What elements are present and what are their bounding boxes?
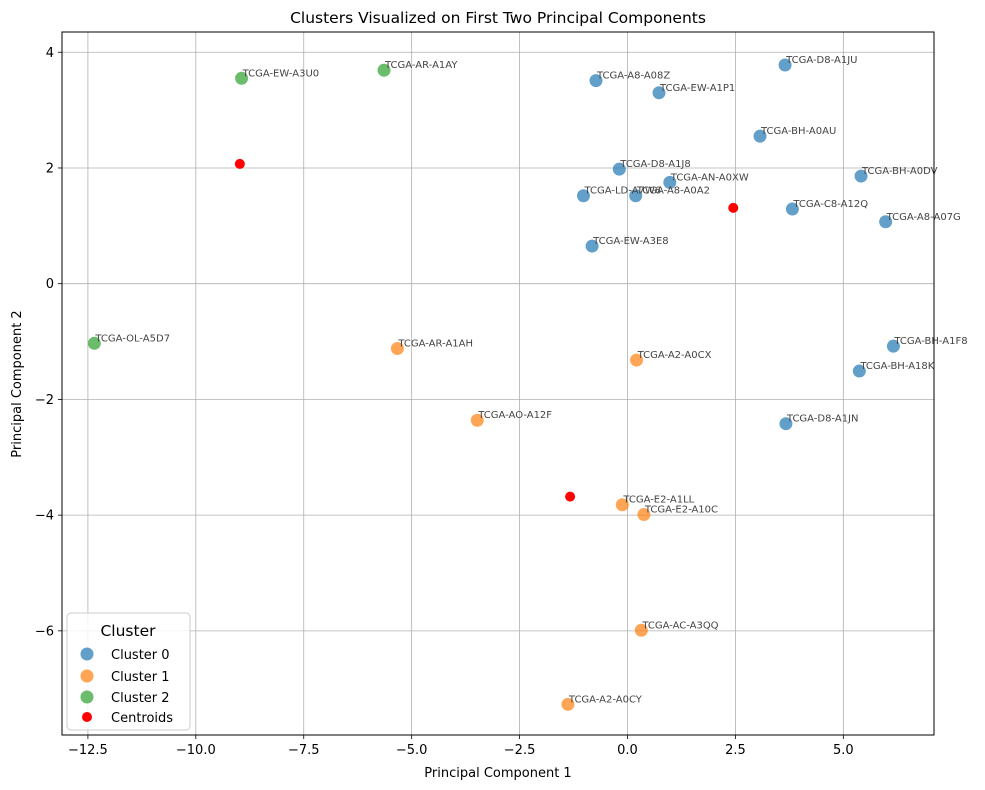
x-tick-label: −12.5 <box>68 743 108 758</box>
legend-marker-cluster-0 <box>80 647 94 661</box>
point-label: TCGA-EW-A1P1 <box>659 83 735 94</box>
data-point-cluster-0 <box>652 86 666 100</box>
point-label: TCGA-AN-A0XW <box>670 172 749 183</box>
data-point-cluster-0 <box>585 239 599 253</box>
plot-frame <box>61 31 935 736</box>
x-tick-label: −5.0 <box>396 743 428 758</box>
y-tick-label: 4 <box>46 46 54 61</box>
x-tick-label: −7.5 <box>288 743 320 758</box>
point-label: TCGA-EW-A3E8 <box>592 236 669 247</box>
point-label: TCGA-A8-A08Z <box>596 71 670 82</box>
centroid-point <box>565 491 576 502</box>
point-label: TCGA-A8-A0A2 <box>636 186 710 197</box>
data-point-cluster-1 <box>630 353 644 367</box>
data-points <box>87 58 900 711</box>
data-point-cluster-1 <box>561 697 575 711</box>
data-point-cluster-2 <box>87 336 101 350</box>
x-tick-label: −2.5 <box>504 743 536 758</box>
point-label: TCGA-BH-A0DV <box>861 166 938 177</box>
point-label: TCGA-C8-A12Q <box>792 199 868 210</box>
data-point-cluster-0 <box>886 339 900 353</box>
legend-entry-centroids: Centroids <box>111 711 173 726</box>
point-label: TCGA-D8-A1J8 <box>619 159 690 170</box>
point-label: TCGA-D8-A1JN <box>786 414 859 425</box>
legend-marker-cluster-1 <box>80 669 94 683</box>
data-point-cluster-2 <box>235 71 249 85</box>
point-label: TCGA-AR-A1AY <box>384 60 458 71</box>
point-label: TCGA-A8-A07G <box>886 212 961 223</box>
data-point-cluster-0 <box>779 417 793 431</box>
centroid-point <box>728 202 739 213</box>
point-label: TCGA-BH-A0AU <box>760 126 836 137</box>
data-point-cluster-0 <box>663 175 677 189</box>
data-point-cluster-0 <box>879 215 893 229</box>
point-label: TCGA-E2-A10C <box>644 505 718 516</box>
data-point-cluster-1 <box>634 623 648 637</box>
x-tick-label: 5.0 <box>833 743 854 758</box>
point-label: TCGA-D8-A1JU <box>785 55 857 66</box>
legend-box <box>66 612 191 731</box>
legend-marker-centroids <box>82 712 92 722</box>
centroid-point <box>234 158 245 169</box>
axis-ticks: −12.5 −10.0 −7.5 −5.0 −2.5 0.0 2.5 5.0 −6 −4 −2 0 2 4 <box>35 46 854 758</box>
grid <box>62 32 934 735</box>
data-point-cluster-1 <box>390 341 404 355</box>
x-tick-label: 2.5 <box>725 743 746 758</box>
point-label: TCGA-AC-A3QQ <box>641 620 718 631</box>
data-point-cluster-1 <box>470 413 484 427</box>
point-label: TCGA-AR-A1AH <box>397 338 473 349</box>
y-tick-label: 0 <box>46 277 54 292</box>
y-axis-label: Principal Component 2 <box>10 310 25 457</box>
data-point-cluster-0 <box>852 364 866 378</box>
point-label: TCGA-E2-A1LL <box>622 495 694 506</box>
point-label: TCGA-BH-A18K <box>859 361 934 372</box>
y-tick-label: −2 <box>35 393 54 408</box>
y-tick-label: −4 <box>35 509 54 524</box>
x-tick-label: −10.0 <box>176 743 216 758</box>
point-label: TCGA-BH-A1F8 <box>893 336 967 347</box>
y-tick-label: −6 <box>35 624 54 639</box>
data-point-cluster-1 <box>637 508 651 522</box>
point-label: TCGA-LD-A7W6 <box>583 186 661 197</box>
point-label: TCGA-AO-A12F <box>477 410 552 421</box>
point-label: TCGA-A2-A0CX <box>637 350 712 361</box>
chart-title: Clusters Visualized on First Two Princip… <box>290 9 706 27</box>
data-point-cluster-1 <box>615 498 629 512</box>
x-axis-label: Principal Component 1 <box>424 766 571 781</box>
legend-entry-cluster-1: Cluster 1 <box>111 670 170 685</box>
point-label: TCGA-OL-A5D7 <box>94 333 170 344</box>
data-point-cluster-0 <box>612 162 626 176</box>
point-label: TCGA-A2-A0CY <box>568 694 643 705</box>
data-point-cluster-0 <box>576 189 590 203</box>
y-tick-label: 2 <box>46 161 54 176</box>
data-point-cluster-2 <box>377 63 391 77</box>
legend-marker-cluster-2 <box>80 690 94 704</box>
legend-title: Cluster <box>100 622 156 640</box>
data-point-cluster-0 <box>629 189 643 203</box>
legend-entry-cluster-0: Cluster 0 <box>111 648 170 663</box>
legend-entry-cluster-2: Cluster 2 <box>111 691 170 706</box>
data-point-cluster-0 <box>778 58 792 72</box>
data-point-cluster-0 <box>753 129 767 143</box>
legend: Cluster Cluster 0 Cluster 1 Cluster 2 Ce… <box>66 612 191 731</box>
data-point-cluster-0 <box>589 74 603 88</box>
data-point-cluster-0 <box>854 169 868 183</box>
x-tick-label: 0.0 <box>617 743 638 758</box>
point-label: TCGA-EW-A3U0 <box>242 68 320 79</box>
data-point-cluster-0 <box>785 202 799 216</box>
